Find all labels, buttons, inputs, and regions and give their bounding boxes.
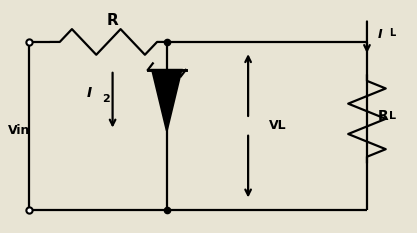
Text: I: I [87,86,92,100]
Polygon shape [152,70,181,130]
Text: R: R [107,14,118,28]
Text: L: L [389,28,395,38]
Text: VL: VL [269,119,286,132]
Text: L: L [389,111,396,121]
Text: I: I [377,28,382,41]
Text: R: R [377,110,388,123]
Text: 2: 2 [102,94,110,104]
Text: Vin: Vin [8,124,31,137]
